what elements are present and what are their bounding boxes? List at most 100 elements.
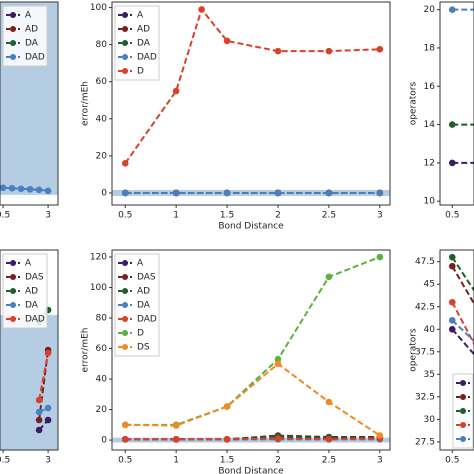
x-tick-label: 2	[275, 456, 281, 466]
legend-box	[114, 5, 160, 81]
data-point	[35, 426, 43, 434]
panel: 0 20 40 60 80 100 120 0.5 1 1.5 2 2.5 3 Bond Distance…	[81, 249, 391, 474]
plot-area	[448, 253, 474, 356]
data-point	[44, 416, 52, 424]
series-line	[451, 328, 474, 356]
x-axis-label: Bond Distance	[218, 467, 284, 474]
axes-frame	[0, 1, 59, 206]
legend-label: A	[137, 259, 144, 269]
axes-frame	[111, 249, 391, 451]
legend-marker	[10, 288, 16, 294]
legend-label: A	[25, 11, 32, 21]
legend-marker	[122, 40, 128, 46]
data-point	[8, 184, 16, 192]
data-point	[35, 416, 43, 424]
y-axis-label: operators	[409, 81, 419, 125]
data-point	[223, 436, 231, 443]
x-tick-label: 2	[275, 211, 281, 221]
axes-frame	[439, 249, 474, 451]
y-tick-label: 35	[424, 370, 435, 380]
panel: 10 12 14 16 18 20 0.5 operators	[409, 1, 474, 221]
legend-label: AD	[137, 25, 150, 35]
legend-marker	[122, 260, 128, 266]
legend-marker	[460, 408, 466, 414]
data-point	[172, 436, 180, 443]
x-tick-label: 1	[173, 456, 179, 466]
legend-label: AD	[25, 25, 38, 35]
y-tick-label: 42.5	[415, 302, 435, 312]
legend-marker	[460, 380, 466, 386]
y-tick-label: 80	[96, 40, 108, 50]
y-tick-label: 45	[424, 280, 435, 290]
y-tick-label: 37.5	[415, 347, 435, 357]
x-tick-label: 1.5	[220, 211, 234, 221]
x-tick-label: 1	[173, 211, 179, 221]
y-tick-label: 40	[96, 114, 108, 124]
y-tick-label: 16	[424, 82, 436, 92]
data-point	[448, 325, 456, 333]
y-tick-label: 0	[101, 436, 107, 446]
y-axis-label: operators	[409, 328, 419, 372]
y-tick-label: 18	[424, 43, 436, 53]
legend-label: DAD	[137, 53, 157, 63]
y-tick-label: 100	[90, 283, 107, 293]
data-point	[376, 432, 384, 439]
y-axis-label: error/mEh	[81, 81, 91, 126]
data-point	[274, 355, 282, 363]
data-point	[274, 47, 282, 55]
legend-marker	[122, 26, 128, 32]
legend-marker	[10, 54, 16, 60]
data-point	[44, 349, 52, 357]
y-tick-label: 32.5	[415, 392, 435, 402]
legend-marker	[10, 40, 16, 46]
data-point	[325, 436, 333, 443]
data-point	[44, 404, 52, 412]
data-point	[448, 121, 456, 128]
shaded-region	[112, 189, 390, 196]
y-tick-label: 80	[96, 314, 108, 324]
data-point	[121, 159, 129, 167]
legend-label: DA	[137, 39, 151, 49]
series-line	[125, 435, 380, 441]
x-axis-label: Bond Distance	[218, 222, 284, 232]
legend-marker	[122, 274, 128, 280]
data-point	[325, 398, 333, 406]
y-tick-label: 60	[96, 77, 108, 87]
legend-label: D	[137, 329, 144, 339]
data-point	[223, 403, 231, 410]
data-point	[325, 273, 333, 281]
x-tick-label: 3	[45, 211, 51, 221]
data-point	[325, 47, 333, 55]
legend-label: A	[137, 11, 144, 21]
legend-label: DA	[25, 39, 39, 49]
legend-marker	[460, 422, 466, 428]
legend-marker	[122, 316, 128, 322]
y-tick-label: 40	[96, 375, 108, 385]
data-point	[35, 408, 43, 416]
panel: 0.5 3 A AD DA DAD	[0, 1, 59, 221]
x-tick-label: 0.5	[118, 456, 132, 466]
panel: 0.5 3 A DAS AD DA DAD	[0, 249, 59, 466]
legend-label: DAS	[137, 273, 156, 283]
legend-marker	[122, 288, 128, 294]
x-tick-label: 2.5	[322, 456, 336, 466]
data-point	[376, 189, 384, 197]
data-point	[121, 189, 129, 197]
legend-label: DAD	[25, 53, 45, 63]
legend-label: D	[137, 67, 144, 77]
data-point	[35, 396, 43, 404]
data-point	[274, 189, 282, 197]
legend-label: AD	[137, 287, 150, 297]
data-point	[121, 421, 129, 429]
data-point	[35, 186, 43, 194]
legend-marker	[122, 54, 128, 60]
data-point	[325, 189, 333, 197]
y-tick-label: 40	[424, 325, 436, 335]
x-tick-label: 3	[45, 456, 51, 466]
data-point	[448, 316, 456, 324]
y-tick-label: 14	[424, 120, 436, 130]
legend-marker	[122, 68, 128, 74]
series-line	[125, 437, 380, 441]
data-point	[448, 6, 456, 13]
data-point	[448, 298, 456, 306]
